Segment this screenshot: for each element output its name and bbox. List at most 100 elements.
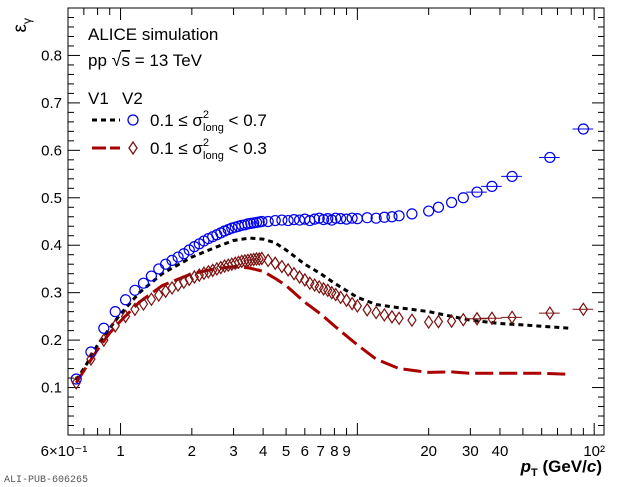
data-point-diamond	[154, 287, 164, 303]
y-tick-label: 0.5	[41, 190, 62, 207]
data-point-diamond	[270, 256, 280, 271]
annotation-experiment: ALICE simulation	[88, 25, 218, 44]
series-line-long-dash	[74, 265, 572, 384]
data-point-diamond	[347, 296, 357, 311]
data-point-diamond	[472, 311, 482, 326]
data-point-circle	[361, 212, 373, 224]
x-tick-label: 20	[420, 443, 437, 460]
data-point-diamond	[327, 285, 337, 300]
data-point-circle	[137, 277, 150, 289]
data-point-circle	[98, 322, 110, 334]
x-tick-label: 4	[259, 443, 267, 460]
data-point-diamond	[184, 272, 194, 287]
data-point-diamond	[86, 352, 96, 367]
data-point-diamond	[203, 264, 214, 279]
x-tick-label: 9	[342, 443, 350, 460]
data-point-circle	[457, 192, 469, 204]
y-axis-title: εγ	[10, 18, 34, 32]
data-point-circle	[486, 180, 498, 192]
data-point-circle	[346, 212, 358, 224]
data-point-circle	[288, 214, 300, 226]
x-tick-label: 8	[330, 443, 338, 460]
data-point-diamond	[362, 302, 372, 317]
data-point-diamond	[212, 261, 222, 277]
data-point-circle	[109, 306, 121, 318]
data-point-diamond	[387, 309, 397, 324]
data-point-diamond	[207, 263, 218, 278]
data-point-circle	[160, 258, 172, 270]
data-point-circle	[153, 263, 165, 275]
y-tick-label: 0.7	[41, 95, 62, 112]
tick-labels: 0.1 0.2 0.3 0.4 0.5 0.6 0.7 0.8 6×10⁻¹ 1 2 3 4 5 6 7 8 9 2…	[41, 47, 605, 460]
data-point-diamond	[277, 259, 287, 274]
legend-marker-circle	[127, 114, 139, 126]
data-point-diamond	[433, 314, 444, 329]
series-line-short-dash	[74, 236, 572, 382]
data-point-diamond	[335, 290, 346, 305]
data-point-circle	[309, 213, 321, 225]
legend: V1 V2 0.1 ≤ σ2 long < 0.7 0.1 ≤ σ2 long < …	[88, 89, 267, 162]
x-tick-label: 2	[188, 443, 196, 460]
data-point-circle	[317, 214, 330, 226]
legend-header-v1: V1	[88, 89, 109, 108]
data-point-circle	[119, 294, 132, 306]
data-point-diamond	[130, 302, 140, 317]
data-point-diamond	[487, 311, 497, 326]
data-point-circle	[172, 251, 184, 263]
x-tick-label: 10²	[583, 443, 605, 460]
data-point-diamond	[216, 260, 226, 275]
data-point-circle	[423, 205, 435, 217]
data-point-circle	[340, 213, 353, 225]
data-point-diamond	[146, 292, 157, 307]
data-point-circle	[432, 201, 445, 213]
data-point-diamond	[254, 251, 264, 267]
data-point-diamond	[330, 287, 341, 302]
data-point-circle	[145, 270, 158, 282]
y-tick-label: 0.1	[41, 380, 62, 397]
data-point-diamond	[318, 281, 329, 296]
axis-ticks	[67, 7, 604, 436]
data-point-diamond	[371, 305, 381, 320]
y-tick-label: 0.2	[41, 332, 62, 349]
data-point-diamond	[446, 314, 457, 329]
x-tick-label: 40	[492, 443, 509, 460]
data-point-circle	[70, 373, 82, 385]
data-point-diamond	[263, 253, 273, 268]
x-tick-label: 5	[282, 443, 290, 460]
data-point-circle	[378, 211, 390, 223]
data-point-diamond	[352, 298, 363, 314]
data-point-diamond	[300, 272, 310, 287]
x-tick-label: 30	[462, 443, 479, 460]
data-point-diamond	[423, 315, 434, 330]
data-point-circle	[330, 212, 342, 224]
data-point-circle	[544, 151, 556, 164]
data-point-circle	[276, 214, 288, 226]
data-point-diamond	[120, 309, 131, 324]
data-point-diamond	[341, 293, 352, 308]
data-point-diamond	[199, 266, 209, 281]
data-point-circle	[282, 214, 294, 227]
data-point-diamond	[194, 268, 204, 283]
legend-label-row2: 0.1 ≤ σ2 long < 0.3	[150, 137, 267, 162]
x-tick-label: 6×10⁻¹	[41, 443, 88, 460]
legend-header-v2: V2	[122, 89, 143, 108]
data-point-circle	[393, 210, 405, 222]
data-point-circle	[262, 215, 274, 228]
publication-id: ALI-PUB-606265	[4, 475, 88, 486]
data-point-diamond	[394, 311, 404, 326]
data-point-circle	[446, 196, 458, 209]
data-point-diamond	[71, 375, 81, 390]
series-lines	[74, 236, 572, 384]
data-point-circle	[313, 212, 325, 224]
data-point-diamond	[458, 312, 468, 327]
data-point-circle	[577, 123, 589, 135]
plot-frame	[67, 7, 605, 436]
data-point-diamond	[189, 269, 200, 285]
x-tick-label: 3	[229, 443, 237, 460]
data-point-diamond	[289, 266, 299, 281]
legend-label-row1: 0.1 ≤ σ2 long < 0.7	[150, 109, 267, 134]
data-point-diamond	[578, 302, 589, 317]
data-point-circle	[335, 213, 347, 225]
data-point-circle	[471, 186, 483, 198]
